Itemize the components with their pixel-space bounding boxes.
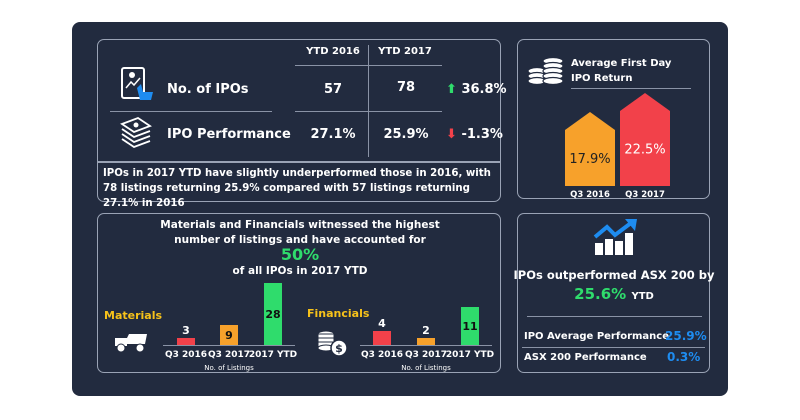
divider bbox=[295, 111, 442, 112]
divider bbox=[522, 347, 705, 348]
performance-change-value: -1.3% bbox=[461, 127, 503, 142]
bar-2017-ytd: 28 bbox=[264, 283, 282, 345]
first-day-title-1: Average First Day bbox=[571, 58, 672, 69]
tablet-chart-hand-icon bbox=[121, 67, 153, 100]
sector-title-2: number of listings and have accounted fo… bbox=[174, 234, 426, 246]
category-label: Q3 2017 bbox=[404, 350, 448, 360]
return-category-label: Q3 2016 bbox=[570, 190, 610, 200]
asx-value: 0.3% bbox=[667, 350, 701, 364]
summary-panel bbox=[97, 39, 501, 202]
outperform-panel bbox=[517, 213, 710, 373]
arrow-up-icon: ⬆ bbox=[446, 82, 457, 97]
bar-value-label: 2 bbox=[422, 324, 430, 337]
x-axis bbox=[163, 345, 295, 346]
ipos-change: ⬆ 36.8% bbox=[446, 82, 507, 97]
performance-change: ⬇ -1.3% bbox=[446, 127, 503, 142]
first-day-return-chart: 17.9% Q3 2016 22.5% Q3 2017 bbox=[565, 93, 670, 200]
financials-xlabel: No. of Listings bbox=[401, 364, 451, 372]
sector-highlight: 50% bbox=[280, 245, 320, 264]
x-axis bbox=[360, 345, 492, 346]
return-arrow-0 bbox=[565, 112, 615, 186]
divider bbox=[97, 161, 501, 163]
return-value-label: 17.9% bbox=[569, 152, 610, 167]
bar-value-label: 3 bbox=[182, 324, 190, 337]
ipo-avg-value: 25.9% bbox=[665, 329, 707, 343]
divider bbox=[527, 316, 702, 317]
divider bbox=[571, 88, 691, 89]
financials-title: Financials bbox=[307, 307, 370, 320]
coins-dollar-icon: $ bbox=[317, 330, 348, 357]
bar-value-label: 4 bbox=[378, 317, 386, 331]
ipos-change-value: 36.8% bbox=[461, 82, 507, 97]
bar-q3-2016 bbox=[373, 331, 391, 345]
divider bbox=[110, 111, 272, 112]
arrow-down-icon: ⬇ bbox=[446, 127, 457, 142]
bar-q3-2017: 9 bbox=[220, 325, 238, 345]
row-label-performance: IPO Performance bbox=[167, 127, 291, 142]
asx-label: ASX 200 Performance bbox=[524, 352, 647, 363]
bar-q3-2017 bbox=[417, 338, 435, 345]
category-label: Q3 2017 bbox=[207, 350, 251, 360]
svg-text:$: $ bbox=[335, 342, 343, 355]
materials-title: Materials bbox=[104, 309, 163, 322]
outperform-text: IPOs outperformed ASX 200 by bbox=[513, 268, 715, 282]
growth-chart-icon bbox=[593, 219, 637, 255]
divider bbox=[368, 45, 369, 157]
category-label: 2017 YTD bbox=[445, 350, 495, 360]
mining-truck-icon bbox=[115, 334, 147, 353]
bar-2017-ytd: 11 bbox=[461, 307, 479, 345]
sector-subtitle: of all IPOs in 2017 YTD bbox=[232, 265, 368, 277]
infographic-card bbox=[72, 22, 728, 396]
performance-2016: 27.1% bbox=[310, 127, 356, 142]
return-category-label: Q3 2017 bbox=[625, 190, 665, 200]
materials-xlabel: No. of Listings bbox=[204, 364, 254, 372]
cash-stack-icon bbox=[120, 116, 152, 148]
category-label: 2017 YTD bbox=[248, 350, 298, 360]
first-day-title-2: IPO Return bbox=[571, 73, 633, 84]
first-day-panel bbox=[517, 39, 710, 199]
ipos-2017: 78 bbox=[396, 80, 416, 95]
header-ytd-2016: YTD 2016 bbox=[306, 46, 360, 57]
outperform-value-line: 25.6% YTD bbox=[574, 285, 654, 303]
return-value-label: 22.5% bbox=[624, 143, 665, 158]
coin-stack-icon bbox=[527, 57, 564, 85]
summary-note: IPOs in 2017 YTD have slightly underperf… bbox=[103, 168, 491, 209]
category-label: Q3 2016 bbox=[164, 350, 208, 360]
performance-2017: 25.9% bbox=[383, 127, 429, 142]
header-ytd-2017: YTD 2017 bbox=[378, 46, 432, 57]
outperform-value: 25.6% bbox=[574, 285, 627, 303]
row-label-ipos: No. of IPOs bbox=[167, 82, 249, 97]
ipo-avg-label: IPO Average Performance bbox=[524, 331, 670, 342]
bar-q3-2016 bbox=[177, 338, 195, 345]
category-label: Q3 2016 bbox=[360, 350, 404, 360]
sector-panel bbox=[97, 213, 501, 373]
return-arrow-1 bbox=[620, 93, 670, 186]
outperform-suffix: YTD bbox=[631, 291, 654, 302]
ipos-2016: 57 bbox=[323, 82, 343, 97]
sector-title-1: Materials and Financials witnessed the h… bbox=[160, 219, 440, 231]
